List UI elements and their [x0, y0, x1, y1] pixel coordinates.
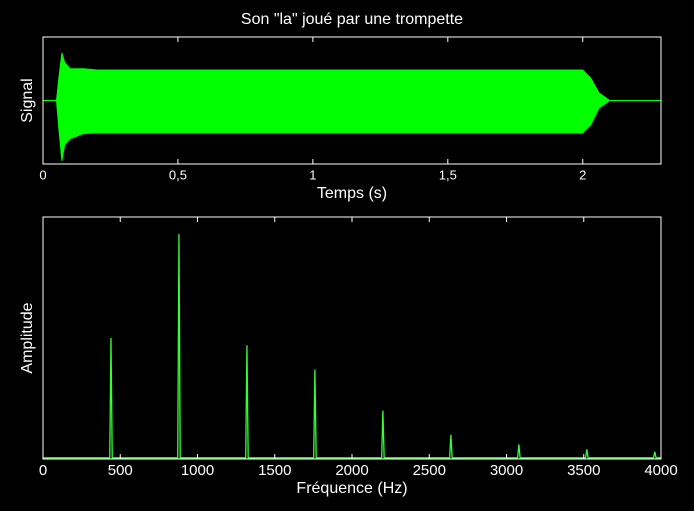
signal-envelope	[43, 52, 661, 101]
x-tick-label: 1	[309, 167, 316, 182]
y-axis-label: Amplitude	[19, 302, 36, 373]
x-tick-label: 0	[39, 462, 47, 479]
x-tick-label: 2500	[413, 462, 446, 479]
x-tick-label: 500	[108, 462, 133, 479]
x-tick-label: 0,5	[169, 167, 187, 182]
y-axis-label: Signal	[19, 78, 36, 122]
x-tick-label: 2000	[335, 462, 368, 479]
axes-box	[42, 36, 662, 165]
x-axis-label: Temps (s)	[317, 185, 387, 202]
signal-envelope	[43, 100, 661, 161]
x-tick-label: 1,5	[439, 167, 457, 182]
x-tick-label: 4000	[644, 462, 677, 479]
spectrum-line	[43, 233, 661, 459]
x-axis-label: Fréquence (Hz)	[296, 480, 407, 497]
x-tick-label: 0	[39, 167, 46, 182]
chart-title: Son "la" joué par une trompette	[241, 11, 463, 28]
x-tick-label: 2	[579, 167, 586, 182]
x-tick-label: 3500	[567, 462, 600, 479]
x-tick-label: 1500	[258, 462, 291, 479]
x-tick-label: 1000	[181, 462, 214, 479]
x-tick-label: 3000	[490, 462, 523, 479]
